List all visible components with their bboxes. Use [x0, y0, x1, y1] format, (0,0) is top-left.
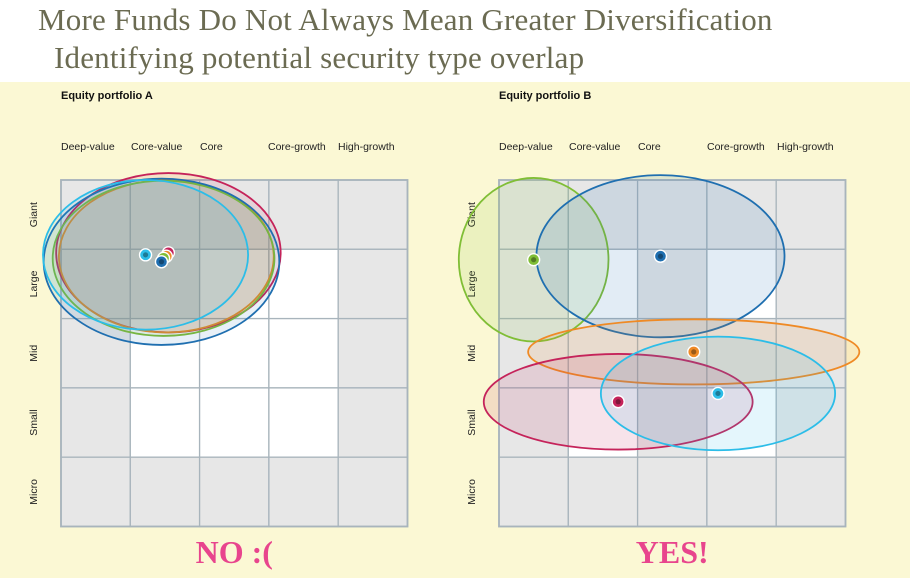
- grid-cell: [567, 248, 639, 320]
- size-label: Mid: [466, 345, 478, 362]
- style-label: Core: [638, 141, 661, 153]
- grid-cell: [337, 248, 409, 320]
- fund-centroid-red: [611, 395, 625, 409]
- slide-title: More Funds Do Not Always Mean Greater Di…: [38, 2, 773, 37]
- grid-cell: [498, 456, 569, 528]
- grid-cell: [268, 456, 339, 528]
- verdict-text: NO :(: [196, 534, 273, 570]
- grid-cell: [198, 248, 270, 320]
- portfolio-panel-b: Equity portfolio B Deep-value Core-value Co…: [457, 90, 861, 570]
- fund-centroid-core: [158, 259, 165, 265]
- grid-cell: [337, 456, 409, 528]
- grid-cell: [567, 179, 639, 250]
- grid-cell: [706, 179, 777, 250]
- grid-cell: [775, 456, 847, 528]
- grid-cell: [775, 179, 847, 250]
- verdict-text: YES!: [636, 534, 709, 570]
- grid-cell: [567, 387, 639, 458]
- grid-cell: [268, 387, 339, 458]
- fund-centroid-core: [657, 253, 664, 259]
- grid-cell: [60, 387, 131, 458]
- fund-centroid-core: [691, 349, 697, 355]
- style-label: Core-growth: [268, 141, 326, 153]
- panel-title: Equity portfolio B: [499, 90, 591, 102]
- grid-cell: [337, 179, 409, 250]
- size-label: Giant: [28, 202, 40, 227]
- slide-subtitle: Identifying potential security type over…: [54, 40, 585, 75]
- grid-cell: [636, 456, 708, 528]
- slide-header: More Funds Do Not Always Mean Greater Di…: [0, 0, 910, 82]
- grid-border: [498, 179, 847, 528]
- grid-cell: [198, 317, 270, 389]
- grid-cell: [636, 248, 708, 320]
- fund-centroid-cyan: [711, 386, 725, 401]
- grid-cell: [129, 456, 201, 528]
- size-label: Mid: [28, 345, 40, 362]
- style-label: Core-value: [569, 141, 621, 153]
- style-label: High-growth: [777, 141, 834, 153]
- style-label: Core-value: [131, 141, 183, 153]
- grid-cell: [268, 317, 339, 389]
- panel-title: Equity portfolio A: [61, 90, 153, 102]
- grid-cell: [198, 456, 270, 528]
- size-label: Large: [28, 270, 40, 297]
- grid-cell: [60, 456, 131, 528]
- portfolio-panel-a: Equity portfolio A Deep-value Core-value Co…: [28, 90, 409, 570]
- style-label: Deep-value: [61, 141, 115, 153]
- grid-cell: [337, 387, 409, 458]
- grid-cell: [129, 387, 201, 458]
- fund-centroid-orange: [687, 345, 701, 359]
- fund-centroid-cyan: [138, 248, 153, 262]
- fund-centroid-green: [526, 252, 541, 267]
- grid-cell: [337, 317, 409, 389]
- grid-cell: [775, 317, 847, 389]
- fund-centroid-blue: [653, 249, 668, 263]
- fund-centroid-core: [142, 252, 149, 258]
- grid-cell: [498, 317, 569, 389]
- fund-centroid-core: [715, 390, 721, 397]
- grid-cell: [567, 456, 639, 528]
- style-label: Core: [200, 141, 223, 153]
- size-label: Micro: [28, 479, 40, 505]
- fund-centroid-core: [615, 399, 621, 405]
- size-label: Large: [466, 270, 478, 297]
- grid-cell: [198, 387, 270, 458]
- style-label: Core-growth: [707, 141, 765, 153]
- style-label: High-growth: [338, 141, 395, 153]
- size-label: Micro: [466, 479, 478, 505]
- fund-centroid-core: [531, 257, 537, 263]
- size-label: Small: [466, 409, 478, 435]
- grid-border: [60, 179, 409, 528]
- style-label: Deep-value: [499, 141, 553, 153]
- grid-cell: [636, 179, 708, 250]
- fund-centroid-blue: [154, 255, 169, 269]
- grid-cell: [775, 248, 847, 320]
- grid-cell: [706, 456, 777, 528]
- grid-cell: [706, 317, 777, 389]
- size-label: Small: [28, 409, 40, 435]
